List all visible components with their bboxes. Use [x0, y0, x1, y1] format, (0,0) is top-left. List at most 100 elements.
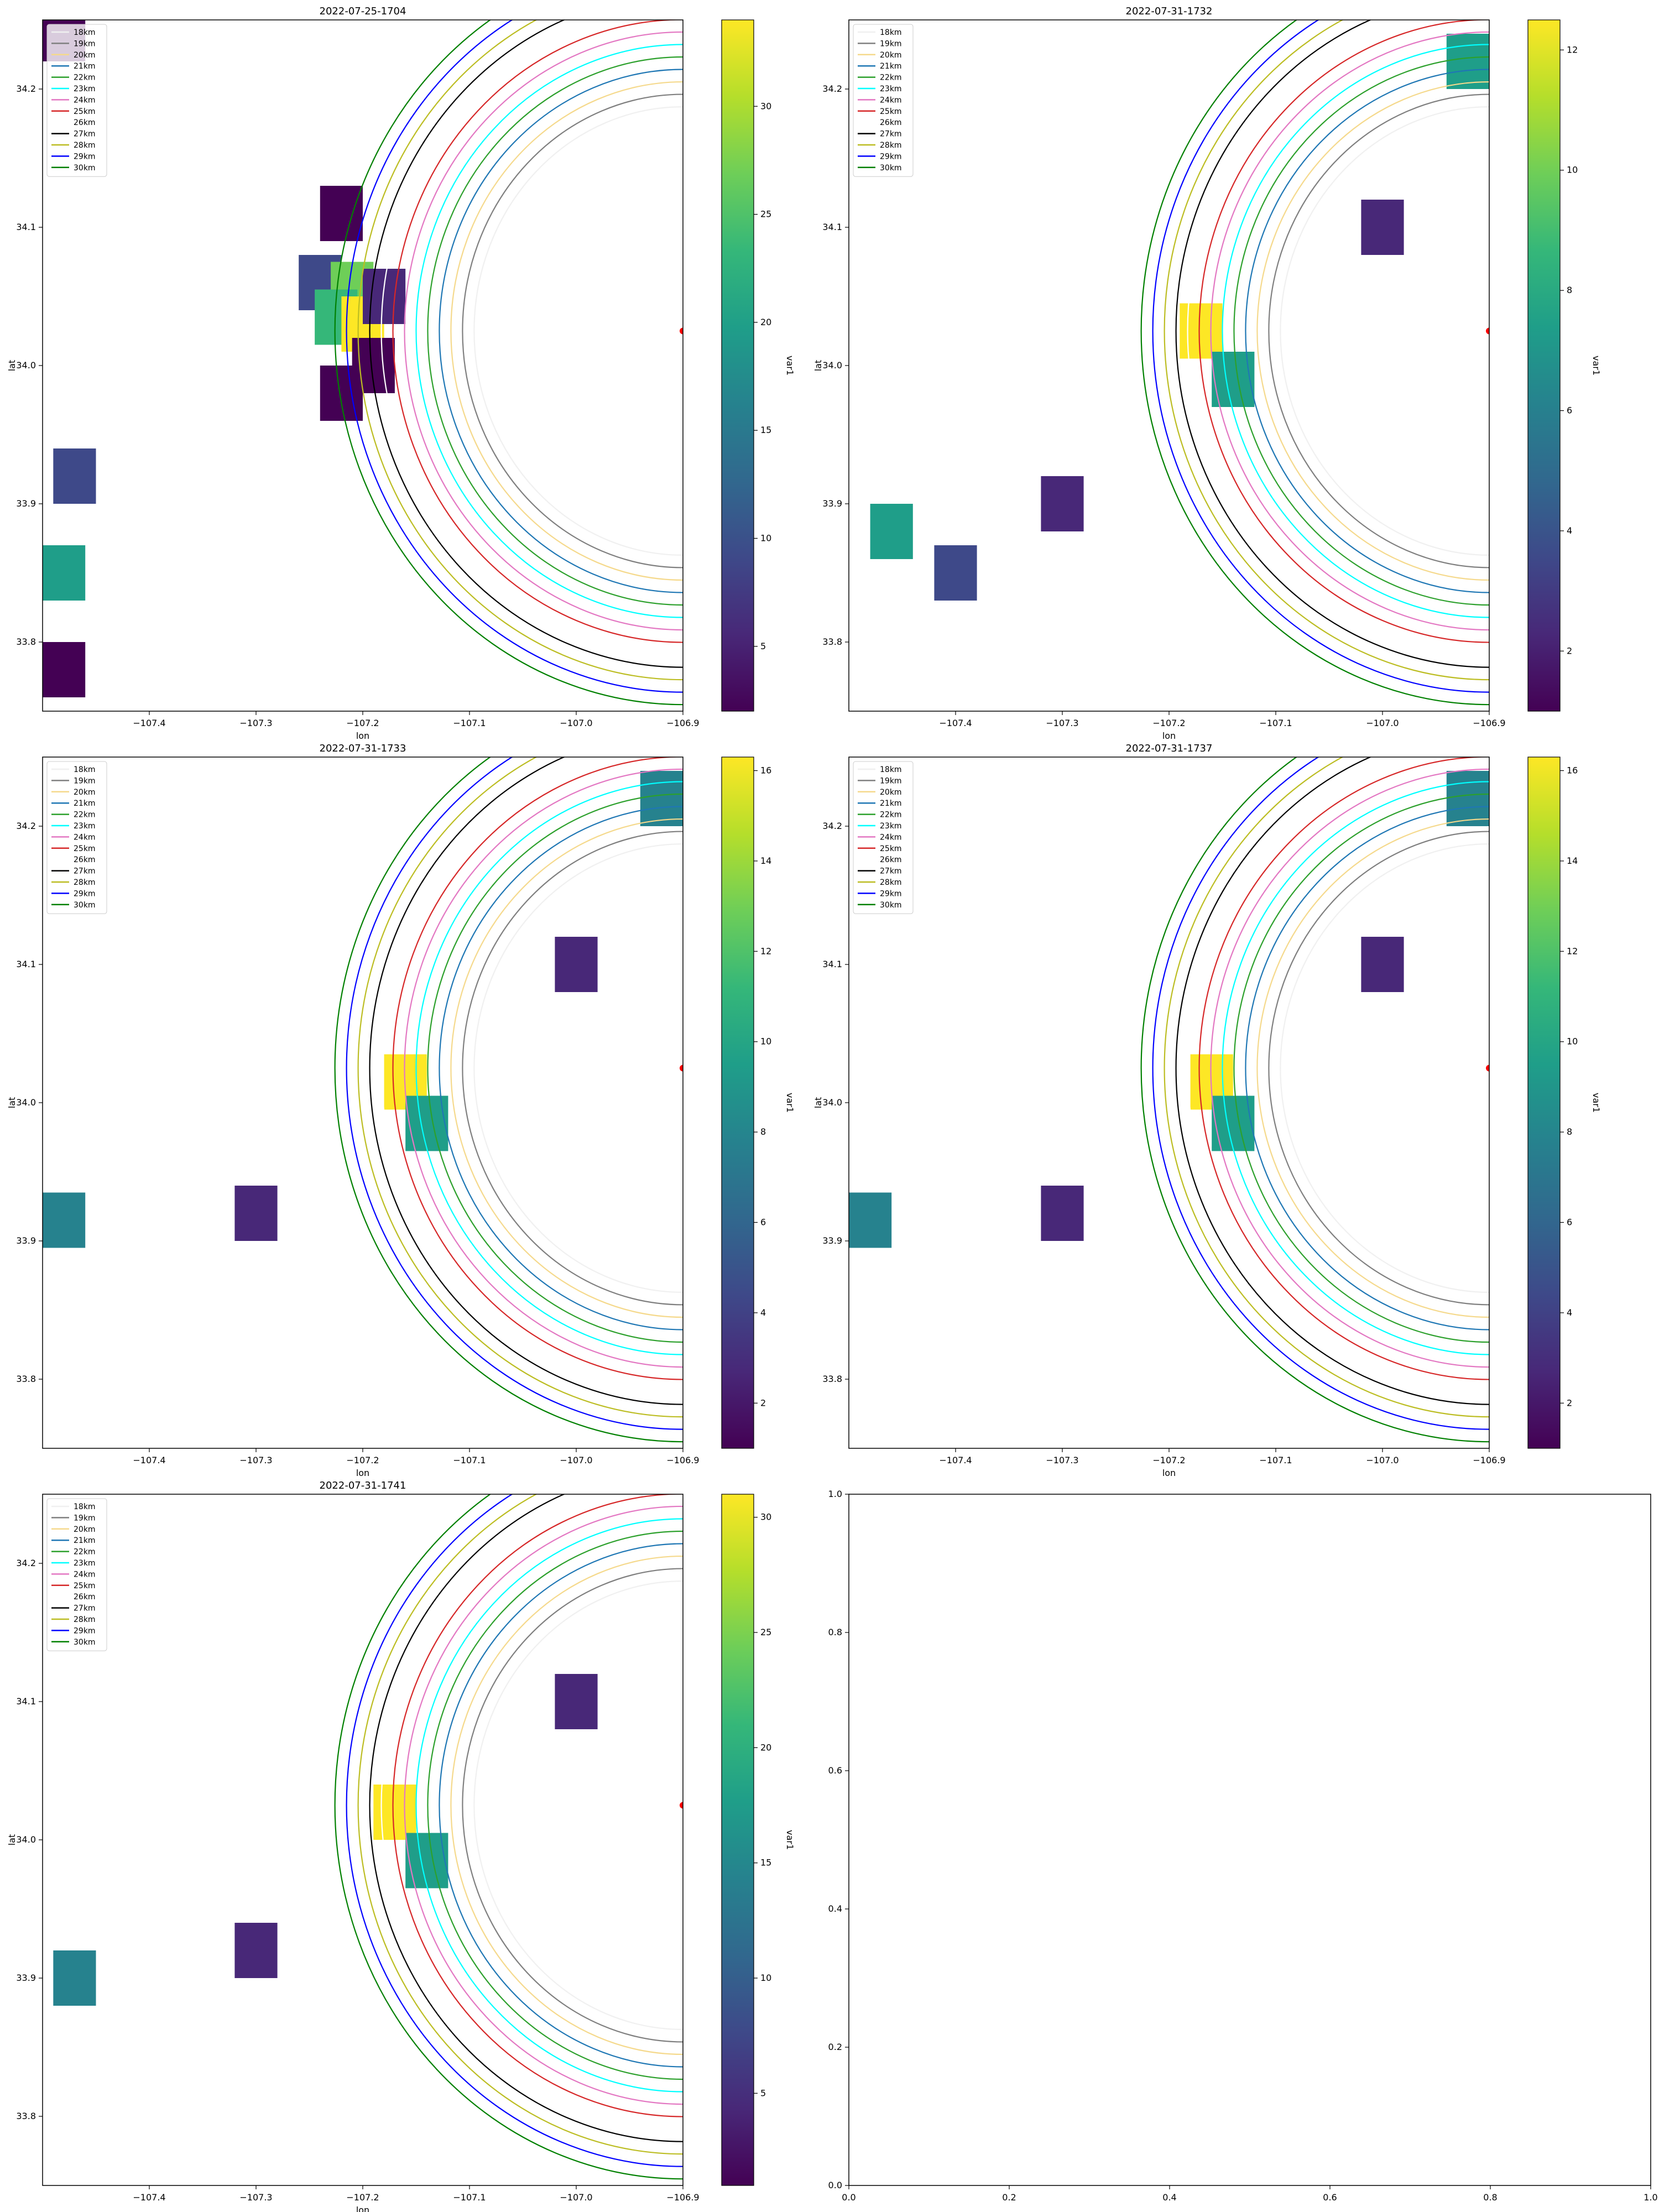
range-ring-29km — [1152, 20, 1489, 693]
y-tick-label: 33.9 — [822, 1235, 842, 1246]
heatmap-cell-3 — [43, 1192, 86, 1248]
colorbar-tick-label: 8 — [760, 1126, 766, 1137]
y-tick-label: 33.8 — [16, 2111, 36, 2121]
y-tick-label: 34.2 — [16, 821, 36, 831]
y-tick-label: 0.2 — [828, 2042, 842, 2052]
x-tick-label: −107.0 — [1366, 1455, 1399, 1465]
y-axis-label: lat — [7, 360, 17, 372]
y-tick-label: 33.8 — [822, 1374, 842, 1384]
colorbar-tick-label: 10 — [760, 533, 771, 544]
x-tick-label: −107.1 — [1259, 718, 1292, 728]
x-tick-label: −107.0 — [560, 2192, 592, 2203]
legend-label-24km: 24km — [880, 96, 902, 105]
legend-label-25km: 25km — [74, 107, 96, 116]
x-tick-label: −107.3 — [1046, 1455, 1078, 1465]
legend-label-22km: 22km — [74, 74, 96, 82]
range-ring-18km — [473, 1580, 683, 2030]
heatmap-cell-5 — [555, 937, 598, 992]
legend-label-27km: 27km — [74, 130, 96, 139]
y-axis-label: lat — [7, 1097, 17, 1109]
colorbar-tick-label: 6 — [1567, 1217, 1572, 1228]
legend-label-28km: 28km — [74, 141, 96, 150]
colorbar-tick-label: 20 — [760, 317, 771, 327]
x-tick-label: −107.1 — [453, 2192, 486, 2203]
legend-label-22km: 22km — [74, 1548, 96, 1557]
y-tick-label: 1.0 — [828, 1489, 842, 1499]
y-axis-label: lat — [813, 360, 823, 372]
legend-box — [853, 761, 914, 914]
axes-frame — [848, 757, 1490, 1449]
colorbar-tick-label: 5 — [760, 2088, 766, 2098]
y-tick-label: 34.0 — [16, 1834, 36, 1845]
range-ring-29km — [346, 757, 683, 1430]
colorbar-tick-label: 2 — [760, 1397, 766, 1408]
legend: 18km 19km 20km 21km 22km 23km 24km 25km 26km 27km… — [853, 24, 914, 177]
heatmap-cell-3 — [870, 504, 913, 559]
colorbar: 2 4 6 8 10 12 14 16 var1 — [1527, 757, 1601, 1449]
colorbar-tick-label: 4 — [760, 1307, 766, 1318]
y-tick-label: 0.4 — [828, 1903, 842, 1914]
x-tick-label: −107.2 — [346, 1455, 379, 1465]
y-tick-label: 34.1 — [16, 1696, 36, 1707]
legend-label-24km: 24km — [880, 833, 902, 842]
y-tick-label: 34.2 — [16, 1558, 36, 1568]
heatmap-cell-4 — [234, 1186, 278, 1241]
range-ring-18km — [1280, 843, 1489, 1293]
chart-title: 2022-07-31-1733 — [320, 743, 406, 754]
legend-label-29km: 29km — [880, 889, 902, 898]
x-axis-label: lon — [1162, 731, 1176, 741]
colorbar-label: var1 — [1591, 356, 1601, 375]
legend-label-24km: 24km — [74, 833, 96, 842]
colorbar-gradient — [1527, 19, 1561, 712]
range-ring-30km — [334, 1494, 683, 2180]
y-tick-label: 34.0 — [16, 1097, 36, 1108]
legend-label-18km: 18km — [880, 765, 902, 774]
legend-label-29km: 29km — [74, 152, 96, 161]
heatmap-cell-6 — [1041, 476, 1084, 531]
y-tick-label: 33.9 — [822, 498, 842, 509]
y-axis-label: lat — [813, 1097, 823, 1109]
legend-label-20km: 20km — [74, 51, 96, 60]
colorbar-tick-label: 30 — [760, 101, 771, 111]
legend-label-20km: 20km — [74, 1525, 96, 1534]
colorbar-gradient — [1527, 757, 1561, 1449]
range-ring-28km — [1164, 757, 1489, 1418]
x-tick-label: 0.4 — [1162, 2192, 1176, 2203]
range-ring-24km — [1210, 769, 1489, 1368]
subplot-1: −107.4 −107.3 −107.2 −107.1 −107.0 −106.9 33.8… — [7, 6, 795, 741]
chart-title: 2022-07-25-1704 — [320, 6, 406, 17]
x-tick-label: −107.3 — [239, 2192, 272, 2203]
chart-title: 2022-07-31-1732 — [1126, 6, 1213, 17]
colorbar-tick-label: 2 — [1567, 1397, 1572, 1408]
legend-label-25km: 25km — [880, 844, 902, 853]
heatmap-cell-3 — [234, 1923, 278, 1978]
range-ring-26km — [380, 20, 683, 656]
range-ring-29km — [1152, 757, 1489, 1430]
range-ring-19km — [462, 93, 683, 568]
colorbar-label: var1 — [785, 356, 795, 375]
x-axis-label: lon — [356, 2205, 369, 2212]
heatmap-cell-9 — [53, 448, 96, 504]
legend-label-30km: 30km — [880, 901, 902, 910]
x-tick-label: −107.4 — [939, 1455, 972, 1465]
range-ring-30km — [334, 20, 683, 706]
legend-label-21km: 21km — [74, 799, 96, 808]
legend: 18km 19km 20km 21km 22km 23km 24km 25km 26km 27km… — [853, 761, 914, 914]
x-tick-label: 0.0 — [842, 2192, 855, 2203]
legend-label-29km: 29km — [74, 1626, 96, 1635]
legend-label-28km: 28km — [880, 878, 902, 887]
colorbar: 5 10 15 20 25 30 var1 — [721, 1494, 795, 2186]
colorbar-tick-label: 30 — [760, 1512, 771, 1522]
y-tick-label: 34.1 — [822, 959, 842, 969]
center-marker — [680, 1802, 683, 1809]
legend-label-29km: 29km — [880, 152, 902, 161]
legend-label-27km: 27km — [74, 1604, 96, 1613]
range-ring-30km — [1140, 20, 1489, 706]
range-ring-22km — [427, 56, 683, 606]
x-tick-label: 0.6 — [1323, 2192, 1337, 2203]
colorbar-tick-label: 4 — [1567, 1307, 1572, 1318]
chart-title: 2022-07-31-1737 — [1126, 743, 1213, 754]
range-ring-23km — [1222, 44, 1489, 618]
y-tick-label: 0.0 — [828, 2180, 842, 2190]
x-tick-label: −107.1 — [453, 718, 486, 728]
